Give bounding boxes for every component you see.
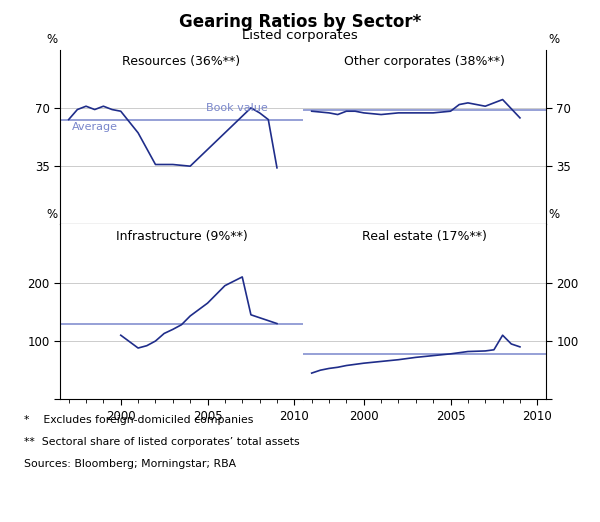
Text: Book value: Book value [206,103,268,113]
Text: %: % [548,208,560,221]
Text: Other corporates (38%**): Other corporates (38%**) [344,55,505,68]
Text: %: % [548,33,560,46]
Text: Sources: Bloomberg; Morningstar; RBA: Sources: Bloomberg; Morningstar; RBA [24,459,236,469]
Text: Real estate (17%**): Real estate (17%**) [362,230,487,243]
Text: %: % [46,208,58,221]
Text: Average: Average [72,122,118,133]
Text: Listed corporates: Listed corporates [242,29,358,42]
Text: %: % [46,33,58,46]
Text: *    Excludes foreign-domiciled companies: * Excludes foreign-domiciled companies [24,415,253,425]
Text: Resources (36%**): Resources (36%**) [122,55,241,68]
Text: **  Sectoral share of listed corporates’ total assets: ** Sectoral share of listed corporates’ … [24,437,299,447]
Text: Infrastructure (9%**): Infrastructure (9%**) [116,230,247,243]
Text: Gearing Ratios by Sector*: Gearing Ratios by Sector* [179,13,421,31]
